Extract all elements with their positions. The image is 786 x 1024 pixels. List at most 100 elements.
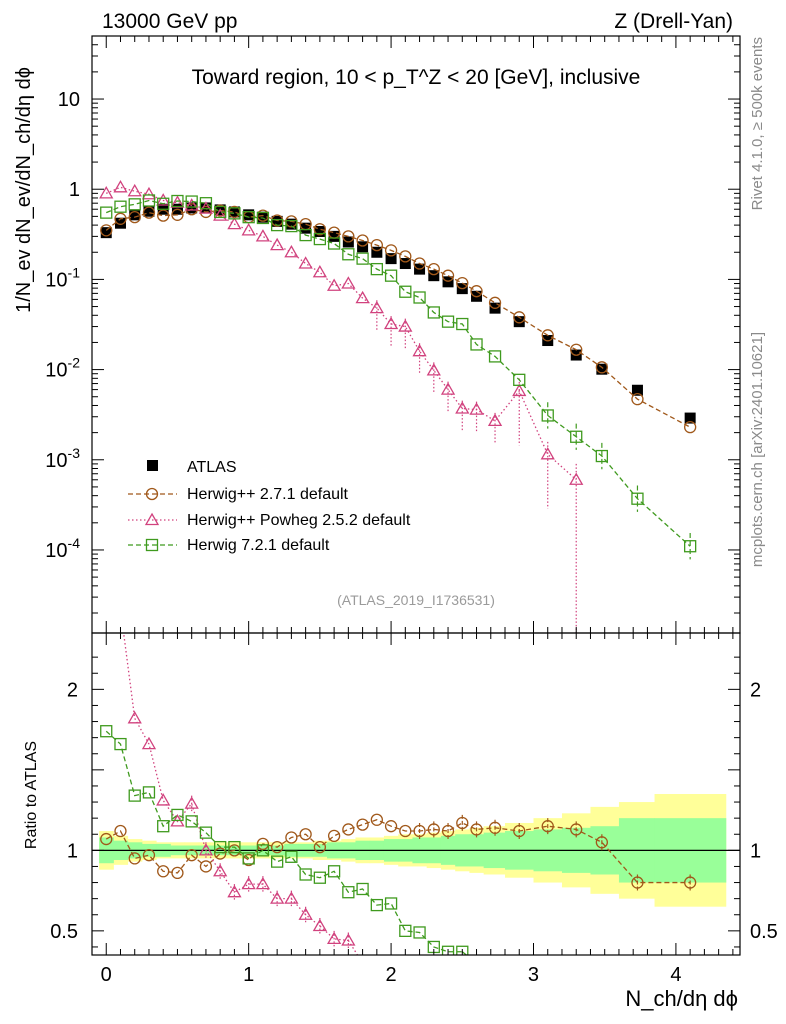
herwig7-point	[327, 237, 341, 250]
atlas-point	[186, 202, 198, 214]
herwig7-point	[413, 291, 426, 304]
ratio-herwigpp-point	[270, 840, 284, 854]
herwigpp-point	[595, 361, 609, 374]
y-tick-label: 1	[69, 179, 80, 201]
powheg-point	[227, 216, 242, 230]
x-tick-label: 0	[101, 964, 112, 986]
ratio-herwig7-point	[370, 898, 383, 912]
herwigpp-point	[128, 211, 141, 224]
herwig7-point	[185, 195, 198, 208]
herwig7-point	[456, 317, 469, 331]
herwigpp-point	[513, 311, 526, 324]
ratio-herwigpp-point	[128, 852, 141, 865]
powheg-point	[455, 401, 470, 414]
ratio-herwig7-point	[456, 945, 469, 955]
ratio-powheg-point	[241, 876, 256, 890]
herwig7-point	[595, 449, 609, 463]
ratio-herwig7-point	[441, 945, 455, 955]
ratio-herwig7-point	[142, 786, 156, 799]
ratio-herwig7-point	[413, 926, 426, 939]
ratio-herwigpp-point	[470, 823, 483, 836]
herwig7-point	[342, 248, 355, 261]
powheg-point	[312, 264, 327, 278]
ratio-herwig7-point	[299, 868, 312, 881]
ratio-powheg-point	[270, 891, 285, 904]
ratio-powheg-point	[141, 736, 157, 750]
ratio-powheg-point	[298, 907, 313, 920]
powheg-point	[113, 179, 128, 193]
ratio-herwig7-point	[399, 924, 412, 937]
atlas-point	[271, 215, 283, 227]
ratio-herwigpp-point	[327, 829, 341, 843]
ratio-herwigpp-point	[513, 824, 526, 838]
legend-atlas-label: ATLAS	[187, 459, 237, 476]
ratio-herwigpp-point	[570, 823, 583, 836]
herwig7-point	[214, 205, 227, 219]
herwig7-point	[171, 194, 184, 208]
ratio-powheg-point	[255, 876, 271, 890]
ratio-herwig7-point	[228, 840, 241, 854]
atlas-point	[631, 384, 643, 396]
main-panel: 10 1 10-1 10-2 10-3 10-4 Toward region, 10 < …	[13, 35, 741, 634]
herwigpp-point	[142, 206, 156, 219]
ratio-powheg-point	[227, 884, 242, 898]
ratio-herwig7-point	[285, 850, 298, 863]
powheg-point	[127, 183, 142, 197]
y-tick-label: 10-4	[45, 535, 80, 562]
herwig7-line	[105, 199, 691, 547]
herwigpp-point	[313, 223, 327, 236]
legend: ATLAS Herwig++ 2.7.1 default Herwig++ Po…	[128, 459, 411, 554]
atlas-point	[129, 209, 141, 221]
ratio-powheg-point	[184, 796, 199, 809]
legend-powheg-marker	[144, 512, 160, 526]
ratio-herwigpp-point	[114, 824, 127, 838]
ratio-powheg-point	[198, 843, 214, 856]
herwig7-point	[488, 350, 502, 363]
ratio-herwig7-point	[342, 886, 355, 899]
herwig7-point	[513, 373, 526, 386]
powheg-point	[270, 237, 285, 251]
atlas-point	[328, 230, 340, 242]
ratio-herwig7-point	[128, 789, 141, 802]
powheg-point	[398, 319, 413, 332]
ratio-herwigpp-point	[427, 823, 440, 836]
ratio-marks	[100, 603, 697, 955]
powheg-point	[369, 300, 384, 314]
powheg-point	[298, 256, 313, 269]
ratio-frame	[91, 632, 741, 956]
ratio-y-axis-label: Ratio to ATLAS	[23, 741, 40, 849]
ratio-powheg-point	[127, 711, 142, 724]
herwig7-point	[100, 206, 113, 219]
ratio-powheg-line	[122, 633, 349, 942]
powheg-point	[326, 278, 342, 291]
herwig7-point	[256, 211, 270, 225]
ratio-herwig7-point	[270, 855, 284, 868]
ratio-powheg-point	[114, 603, 126, 614]
powheg-point	[355, 290, 370, 304]
herwig7-point	[384, 269, 398, 282]
powheg-point	[412, 343, 427, 357]
ratio-herwig7-point	[327, 865, 341, 878]
x-tick-label: 4	[670, 964, 681, 986]
powheg-point	[569, 472, 584, 485]
atlas-point	[200, 202, 212, 214]
herwig7-point	[541, 409, 554, 422]
atlas-point	[285, 218, 297, 230]
ratio-y-tick-label-right: 2	[750, 679, 761, 701]
ratio-herwigpp-point	[488, 821, 502, 834]
ratio-herwigpp-point	[342, 823, 355, 836]
powheg-point	[426, 363, 441, 376]
herwig7-point	[684, 540, 697, 553]
ratio-herwig7-point	[157, 820, 170, 833]
ratio-herwig7-point	[313, 871, 327, 884]
atlas-point	[257, 211, 269, 223]
powheg-point	[469, 402, 484, 415]
ratio-herwigpp-point	[384, 820, 398, 833]
x-axis-label: N_ch/dη dϕ	[625, 986, 738, 1011]
herwig7-point	[242, 211, 255, 224]
powheg-point	[487, 413, 503, 427]
powheg-point	[213, 208, 228, 221]
herwig7-point	[441, 315, 455, 328]
powheg-point	[383, 316, 399, 330]
atlas-point	[513, 316, 525, 328]
